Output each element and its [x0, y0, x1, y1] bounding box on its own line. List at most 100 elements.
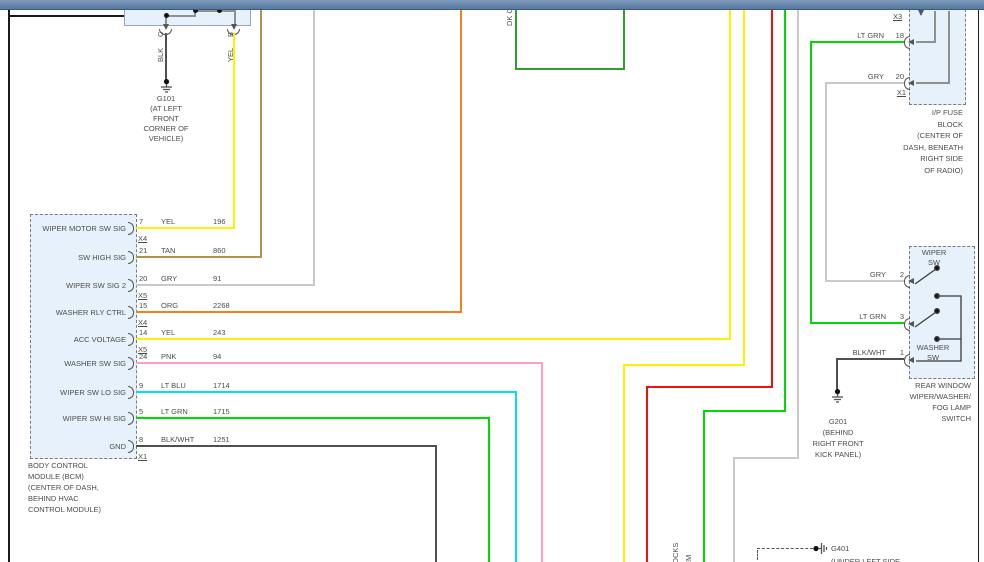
fuse-internal-wire [916, 41, 936, 43]
wire-blkwht-1251 [136, 445, 437, 447]
fuse-pin-number: 20 [895, 72, 904, 81]
wire-blkwht-1 [836, 358, 838, 391]
ground-location: (BEHIND [822, 428, 854, 437]
connector-pin-arrow-icon [908, 39, 914, 45]
wire-dkgrn [623, 9, 625, 70]
bcm-pin-number: 21 [139, 246, 148, 255]
fuse-block-caption: RIGHT SIDE [920, 154, 963, 163]
bcm-wire-color: BLK/WHT [161, 435, 195, 444]
wire-dkgrn [515, 68, 625, 70]
connector-pin-arrow-icon [908, 321, 914, 327]
wire-ltgrn-right [784, 9, 786, 412]
bcm-pin-label: SW HIGH SIG [78, 253, 126, 262]
wire-dashed-to-g401 [757, 550, 758, 560]
fuse-block-caption: BLOCK [937, 120, 963, 129]
connector-cup-icon [904, 275, 910, 288]
connector-pin-arrow-icon [908, 80, 914, 86]
wire-gry-right [797, 9, 799, 459]
bcm-wire-color: TAN [161, 246, 176, 255]
wire-color-label: GRY [867, 72, 884, 81]
wire-gry-20 [825, 82, 827, 282]
switch-section-title: WIPER [921, 248, 947, 257]
bcm-circuit-number: 1251 [213, 435, 230, 444]
wire-yel-right [743, 9, 745, 366]
ground-location: (AT LEFT [150, 104, 182, 113]
ground-id: G101 [156, 94, 176, 103]
bcm-circuit-number: 91 [213, 274, 222, 283]
wire-color-label: LT GRN [859, 312, 886, 321]
ground-location: RIGHT FRONT [812, 439, 864, 448]
ground-icon [832, 389, 843, 403]
wire-tan-860 [136, 256, 262, 258]
wire-yel-196 [136, 227, 235, 229]
wire-gry-91 [313, 9, 315, 285]
wire-dashed-to-g401 [757, 548, 813, 549]
switch-caption: WIPER/WASHER/ [909, 392, 971, 401]
frame-right-border [977, 9, 979, 562]
bcm-circuit-number: 243 [213, 328, 226, 337]
switch-section-title: WASHER [916, 343, 950, 352]
ground-icon [813, 543, 828, 554]
rear-switch-box [909, 246, 975, 379]
junction-dot [217, 8, 222, 13]
frame-top-border [8, 15, 124, 17]
switch-pin-number: 2 [899, 270, 904, 279]
connector-internal-wire [194, 10, 196, 16]
bcm-pin-label: WIPER SW LO SIG [60, 388, 126, 397]
fuse-block-caption: I/P FUSE [931, 108, 963, 117]
bcm-pin-number: 14 [139, 328, 148, 337]
switch-pin-number: 3 [899, 312, 904, 321]
bcm-caption: BODY CONTROL [28, 461, 88, 470]
bcm-circuit-number: 1714 [213, 381, 230, 390]
junction-dot [164, 13, 169, 18]
wire-ltgrn-1715 [488, 417, 490, 562]
fuse-internal-wire [916, 82, 950, 84]
wire-pnk-94 [541, 362, 543, 562]
switch-caption: SWITCH [941, 414, 971, 423]
wire-ltblu-1714 [136, 391, 517, 393]
bcm-pin-number: 5 [139, 407, 144, 416]
bcm-pin-label: WIPER SW SIG 2 [65, 281, 126, 290]
bcm-wire-color: LT BLU [161, 381, 186, 390]
wire-gry-right [733, 457, 799, 459]
connector-internal-wire [166, 15, 196, 17]
wire-org-2268 [460, 9, 462, 312]
fuse-pin-number: 18 [895, 31, 904, 40]
fuse-block-caption: (CENTER OF [917, 131, 963, 140]
wire-pnk-94 [136, 362, 543, 364]
bcm-pin-number: 20 [139, 274, 148, 283]
fuse-connector-label: X1 [896, 88, 906, 97]
wire-blkwht-1 [837, 358, 904, 360]
bcm-circuit-number: 196 [213, 217, 226, 226]
bcm-wire-color: LT GRN [161, 407, 188, 416]
wire-color-label: LT GRN [857, 31, 884, 40]
bcm-connector-label: X1 [138, 452, 148, 461]
ground-id: G401 [831, 544, 850, 553]
connector-pin-arrow-icon [908, 278, 914, 284]
wire-ltgrn-right [703, 410, 705, 562]
bcm-wire-color: YEL [161, 217, 176, 226]
bcm-pin-label: WIPER SW HI SIG [62, 414, 126, 423]
fuse-block-caption: OF RADIO) [924, 166, 963, 175]
bcm-pin-number: 9 [139, 381, 144, 390]
bcm-wire-color: YEL [161, 328, 176, 337]
bcm-circuit-number: 1715 [213, 407, 230, 416]
connector-internal-wire [195, 10, 236, 12]
connector-cup-icon [904, 318, 910, 331]
ground-id: G201 [828, 417, 848, 426]
bcm-pin-label: ACC VOLTAGE [73, 335, 126, 344]
window-titlebar[interactable] [0, 0, 984, 10]
junction-dot [193, 8, 198, 13]
bcm-box [30, 214, 137, 459]
wire-red-right [646, 386, 773, 388]
bcm-caption: CONTROL MODULE) [28, 505, 102, 514]
wire-ltgrn-1715 [136, 417, 490, 419]
bcm-caption: BEHIND HVAC [28, 494, 79, 503]
switch-internal-diagram [914, 265, 962, 362]
bcm-connector-label: X5 [138, 345, 148, 354]
bcm-caption: (CENTER OF DASH, [28, 483, 99, 492]
wire-ltgrn-18 [811, 41, 904, 43]
wire-gry-20 [826, 280, 904, 282]
bcm-connector-label: X5 [138, 291, 148, 300]
